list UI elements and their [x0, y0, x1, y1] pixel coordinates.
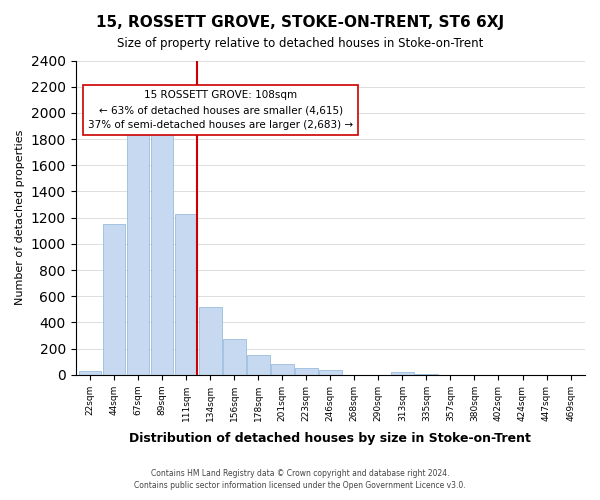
- Bar: [415, 374, 438, 375]
- Text: 15 ROSSETT GROVE: 108sqm
← 63% of detached houses are smaller (4,615)
37% of sem: 15 ROSSETT GROVE: 108sqm ← 63% of detach…: [88, 90, 353, 130]
- Bar: [175, 214, 197, 375]
- Bar: [103, 224, 125, 375]
- Text: Size of property relative to detached houses in Stoke-on-Trent: Size of property relative to detached ho…: [117, 38, 483, 51]
- Text: 15, ROSSETT GROVE, STOKE-ON-TRENT, ST6 6XJ: 15, ROSSETT GROVE, STOKE-ON-TRENT, ST6 6…: [96, 15, 504, 30]
- Bar: [271, 364, 293, 375]
- Bar: [247, 356, 269, 375]
- X-axis label: Distribution of detached houses by size in Stoke-on-Trent: Distribution of detached houses by size …: [130, 432, 531, 445]
- Bar: [295, 368, 317, 375]
- Bar: [79, 371, 101, 375]
- Bar: [319, 370, 341, 375]
- Text: Contains HM Land Registry data © Crown copyright and database right 2024.
Contai: Contains HM Land Registry data © Crown c…: [134, 469, 466, 490]
- Y-axis label: Number of detached properties: Number of detached properties: [15, 130, 25, 306]
- Bar: [391, 372, 414, 375]
- Bar: [127, 120, 149, 375]
- Bar: [151, 134, 173, 375]
- Bar: [199, 306, 221, 375]
- Bar: [223, 339, 245, 375]
